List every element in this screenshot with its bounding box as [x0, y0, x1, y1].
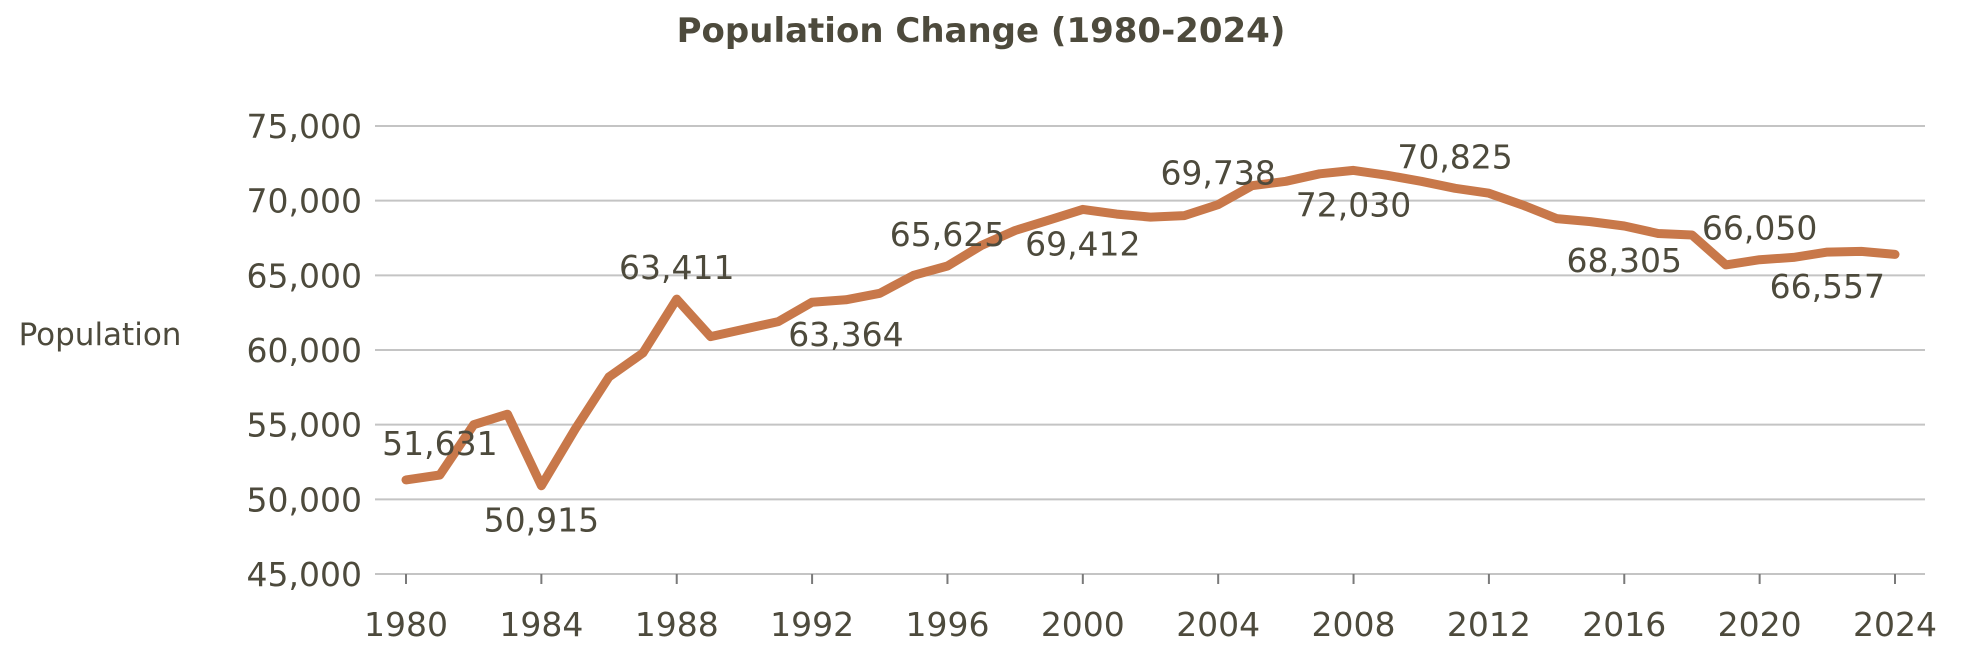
data-label: 69,412: [1025, 224, 1140, 263]
data-point: [1823, 248, 1832, 257]
data-label: 68,305: [1567, 241, 1682, 280]
chart-title: Population Change (1980-2024): [677, 11, 1286, 51]
data-label: 65,625: [890, 215, 1005, 254]
data-label: 72,030: [1296, 185, 1411, 224]
data-point: [503, 410, 512, 419]
data-point: [1315, 169, 1324, 178]
data-point: [1078, 205, 1087, 214]
x-tick-label: 2020: [1718, 605, 1802, 644]
data-point: [740, 325, 749, 334]
data-label: 66,557: [1770, 267, 1885, 306]
data-point: [435, 470, 444, 479]
x-tick-label: 2004: [1176, 605, 1260, 644]
data-label: 70,825: [1397, 137, 1512, 176]
data-point: [1417, 177, 1426, 186]
data-point: [638, 348, 647, 357]
data-point: [1146, 213, 1155, 222]
y-tick-label: 75,000: [247, 107, 362, 146]
x-tick-label: 2016: [1582, 605, 1666, 644]
data-point: [1484, 189, 1493, 198]
data-label: 63,364: [788, 315, 903, 354]
x-tick-label: 1980: [364, 605, 448, 644]
x-tick-label: 2008: [1312, 605, 1396, 644]
gridlines: [375, 125, 1925, 575]
data-point: [1687, 231, 1696, 240]
x-tick-label: 2024: [1853, 605, 1937, 644]
data-label: 69,738: [1160, 154, 1275, 193]
data-point: [1789, 253, 1798, 262]
data-point: [1112, 210, 1121, 219]
y-tick-label: 45,000: [247, 555, 362, 594]
x-tick-label: 1996: [905, 605, 989, 644]
data-point: [537, 481, 546, 490]
x-tick-label: 2012: [1447, 605, 1531, 644]
data-point: [706, 332, 715, 341]
y-tick-label: 50,000: [247, 480, 362, 519]
data-point: [1721, 260, 1730, 269]
x-axis: 1980 1984 1988 1992 1996 2000 2004 2008 2012 2016…: [364, 574, 1937, 644]
y-tick-label: 65,000: [247, 256, 362, 295]
y-axis-label: Population: [19, 317, 182, 353]
data-point: [1044, 216, 1053, 225]
data-point: [1654, 229, 1663, 238]
data-point: [1011, 226, 1020, 235]
data-point: [909, 271, 918, 280]
x-tick-label: 2000: [1041, 605, 1125, 644]
y-tick-label: 60,000: [247, 331, 362, 370]
data-point: [1857, 247, 1866, 256]
data-point: [875, 289, 884, 298]
data-point: [1281, 177, 1290, 186]
data-point: [672, 295, 681, 304]
data-point: [1214, 200, 1223, 209]
data-point: [469, 420, 478, 429]
data-point: [1383, 171, 1392, 180]
data-label: 50,915: [484, 501, 599, 540]
data-point: [571, 425, 580, 434]
data-labels: 51,631 50,915 63,411 63,364 65,625 69,412 69,7…: [382, 137, 1885, 539]
data-point: [1755, 255, 1764, 264]
y-tick-label: 70,000: [247, 182, 362, 221]
data-label: 66,050: [1702, 209, 1817, 248]
data-point: [1349, 166, 1358, 175]
x-tick-label: 1984: [499, 605, 583, 644]
data-point: [402, 475, 410, 484]
data-point: [977, 241, 986, 250]
data-point: [1620, 221, 1629, 230]
data-point: [1586, 217, 1595, 226]
data-point: [1518, 201, 1527, 210]
data-point: [1552, 214, 1561, 223]
x-tick-label: 1992: [770, 605, 854, 644]
data-point: [1891, 250, 1899, 259]
data-point: [605, 372, 614, 381]
y-axis-ticks: 45,000 50,000 55,000 60,000 65,000 70,000 75,0…: [247, 107, 362, 594]
x-tick-label: 1988: [635, 605, 719, 644]
data-point: [808, 298, 817, 307]
data-point: [1248, 181, 1257, 190]
data-point: [1180, 211, 1189, 220]
data-point: [841, 295, 850, 304]
data-label: 51,631: [382, 424, 497, 463]
data-point: [774, 317, 783, 326]
data-point: [1451, 184, 1460, 193]
data-point: [943, 262, 952, 270]
data-label: 63,411: [619, 248, 734, 287]
series-layer: [401, 165, 1900, 491]
y-tick-label: 55,000: [247, 406, 362, 445]
